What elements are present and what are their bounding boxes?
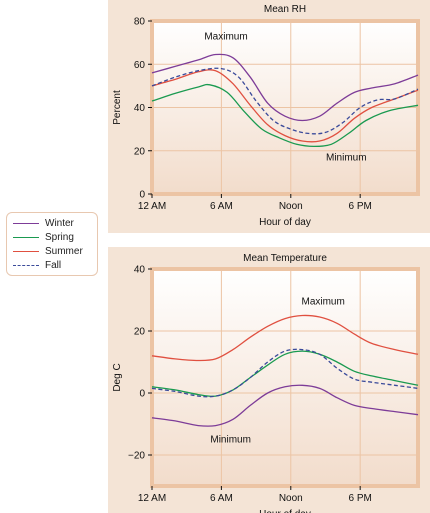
y-axis-label: Percent — [112, 90, 123, 125]
y-tick-label: 40 — [134, 265, 146, 276]
series-line-winter — [151, 53, 419, 122]
series-line-fall — [151, 348, 419, 398]
chart-title: Mean RH — [264, 4, 306, 15]
y-axis-label: Deg C — [112, 363, 123, 391]
series-line-summer — [151, 314, 419, 362]
x-tick-label: 6 PM — [349, 493, 372, 504]
y-tick-label: 0 — [139, 389, 145, 400]
legend-item-fall: Fall — [13, 258, 97, 272]
series-line-spring — [151, 83, 419, 148]
series-line-spring — [151, 350, 419, 397]
temperature-chart: −20 0 20 40 12 AM 6 AM Noon 6 PM Mean Temperatur… — [112, 253, 420, 513]
rh-chart: 0 20 40 60 80 12 AM 6 AM Noon 6 PM Mean RH Hour of… — [112, 4, 420, 228]
legend-item-summer: Summer — [13, 244, 97, 258]
legend-label-summer: Summer — [45, 245, 83, 257]
series-line-winter — [151, 384, 419, 427]
chart-title: Mean Temperature — [243, 253, 327, 264]
x-tick-label: 6 PM — [349, 201, 372, 212]
series-line-fall — [151, 67, 419, 135]
y-tick-label: 20 — [134, 327, 146, 338]
legend: Winter Spring Summer Fall — [6, 212, 98, 276]
x-tick-label: 6 AM — [210, 201, 233, 212]
x-tick-label: 6 AM — [210, 493, 233, 504]
legend-swatch-summer — [13, 250, 39, 252]
x-axis-label: Hour of day — [259, 217, 311, 228]
y-tick-label: −20 — [128, 451, 145, 462]
series-line-summer — [151, 69, 419, 143]
y-tick-label: 80 — [134, 17, 146, 28]
legend-label-fall: Fall — [45, 259, 62, 271]
y-tick-label: 60 — [134, 60, 146, 71]
x-tick-label: Noon — [279, 201, 303, 212]
rh-chart-panel: 0 20 40 60 80 12 AM 6 AM Noon 6 PM Mean RH Hour of… — [108, 0, 430, 233]
legend-item-spring: Spring — [13, 230, 97, 244]
annotation-maximum: Maximum — [301, 297, 344, 308]
legend-item-winter: Winter — [13, 216, 97, 230]
annotation-minimum: Minimum — [210, 435, 251, 446]
y-tick-label: 40 — [134, 103, 146, 114]
annotation-minimum: Minimum — [326, 152, 367, 163]
legend-swatch-spring — [13, 236, 39, 238]
x-axis-label: Hour of day — [259, 509, 311, 513]
annotation-maximum: Maximum — [204, 31, 247, 42]
legend-swatch-fall — [13, 264, 39, 266]
legend-swatch-winter — [13, 222, 39, 224]
x-tick-label: 12 AM — [138, 493, 166, 504]
x-tick-label: Noon — [279, 493, 303, 504]
temperature-chart-panel: −20 0 20 40 12 AM 6 AM Noon 6 PM Mean Temperatur… — [108, 247, 430, 513]
plot-area — [150, 267, 420, 488]
legend-label-spring: Spring — [45, 231, 74, 243]
legend-label-winter: Winter — [45, 217, 74, 229]
x-tick-label: 12 AM — [138, 201, 166, 212]
y-tick-label: 0 — [139, 190, 145, 201]
y-tick-label: 20 — [134, 146, 146, 157]
